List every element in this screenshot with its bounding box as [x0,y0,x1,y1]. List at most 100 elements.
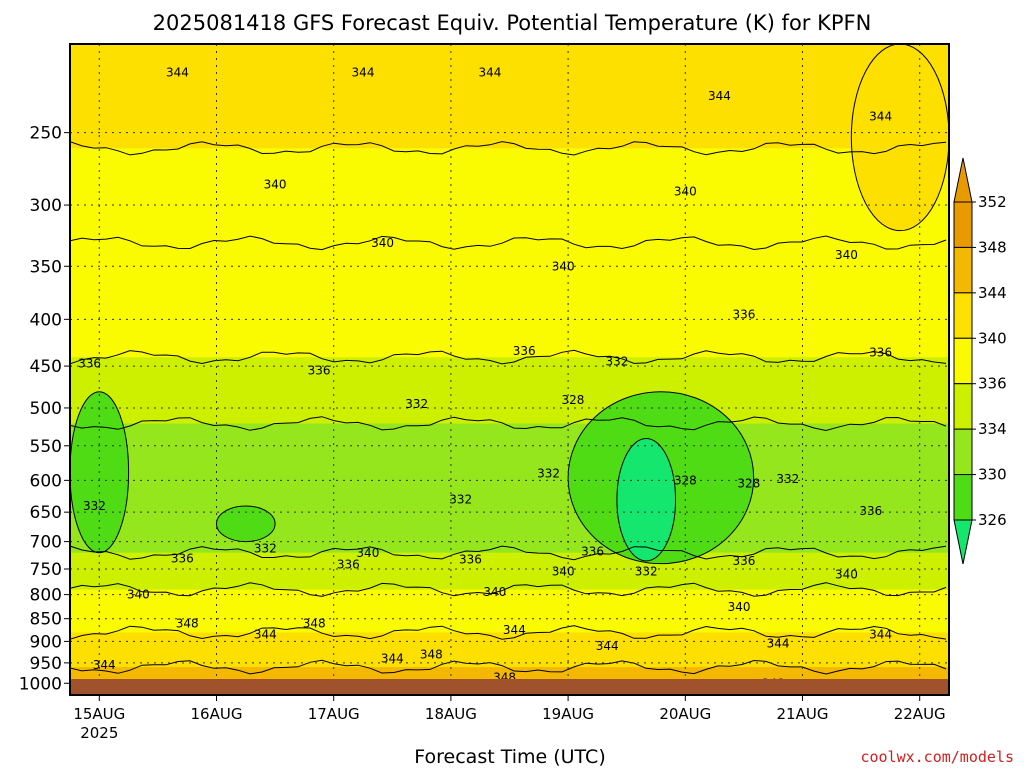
y-tick-label: 650 [30,503,62,523]
colorbar: 352 348 344 340 336 334 330 326 [953,157,1007,565]
contour-label: 344 [93,658,116,672]
contour-label: 332 [776,472,799,486]
contour-label: 336 [581,545,604,559]
contour-label: 344 [479,66,502,80]
y-tick-label: 900 [30,632,62,652]
colorbar-segment-1 [953,246,973,294]
contour-label: 340 [356,546,379,560]
colorbar-label: 334 [978,420,1007,438]
y-tick-label: 800 [30,586,62,606]
contour-label: 336 [859,504,882,518]
contour-label: 344 [767,637,790,651]
contour-line-7 [69,349,947,365]
colorbar-segment-2 [953,292,973,339]
contour-label: 332 [254,541,277,555]
x-axis-title: Forecast Time (UTC) [414,746,605,768]
contour-label: 340 [674,185,697,199]
contour-label: 336 [732,307,755,321]
contour-label: 328 [562,393,585,407]
plot-frame [69,43,950,696]
y-tick-label: 550 [30,437,62,457]
contour-label: 344 [503,623,526,637]
contour-label: 348 [303,616,326,630]
y-tick-label: 300 [30,196,62,216]
contour-label: 340 [127,588,150,602]
contour-label: 340 [835,567,858,581]
colorbar-label: 352 [978,193,1007,211]
contour-line-8 [69,235,947,251]
contour-label: 344 [708,89,731,103]
colorbar-top-arrow [953,157,973,203]
colorbar-label: 348 [978,238,1007,256]
contour-label: 344 [254,628,277,642]
contour-label: 348 [420,647,443,661]
field-band-2 [70,632,949,668]
contour-label: 340 [728,600,751,614]
contour-label: 332 [635,565,658,579]
y-tick-label: 400 [30,310,62,330]
contour-label: 340 [835,248,858,262]
field-band-8 [70,148,949,243]
contour-label: 336 [337,558,360,572]
contour-label: 340 [264,178,287,192]
ground-strip [70,679,949,695]
colorbar-bottom-arrow [953,519,973,565]
colorbar-label: 344 [978,284,1007,302]
y-tick-label: 700 [30,533,62,553]
contour-line-9 [69,140,947,156]
contour-label: 348 [176,616,199,630]
contour-label: 340 [552,259,575,273]
contour-label: 336 [869,346,892,360]
contour-label: 344 [869,628,892,642]
contour-label: 328 [674,473,697,487]
contour-label: 336 [308,363,331,377]
y-tick-label: 450 [30,357,62,377]
contour-label: 336 [78,356,101,370]
contour-line-3 [69,625,947,640]
y-tick-label: 600 [30,471,62,491]
contour-label: 340 [483,585,506,599]
contour-label: 332 [405,397,428,411]
x-tick-sublabel: 2025 [80,724,118,742]
contour-label: 332 [537,467,560,481]
x-tick-label: 15AUG [73,705,125,723]
y-tick-label: 950 [30,654,62,674]
colorbar-label: 340 [978,329,1007,347]
colorbar-label: 330 [978,466,1007,484]
y-tick-label: 350 [30,257,62,277]
field-anomaly-4 [850,43,950,232]
contour-label: 344 [352,66,375,80]
x-tick-label: 19AUG [542,705,594,723]
colorbar-segment-3 [953,337,973,385]
colorbar-segment-5 [953,428,973,476]
colorbar-segment-0 [953,201,973,248]
contour-label: 328 [737,477,760,491]
contour-label: 332 [83,499,106,513]
x-tick-label: 17AUG [308,705,360,723]
y-tick-label: 750 [30,560,62,580]
contour-label: 344 [869,109,892,123]
contour-label: 344 [596,639,619,653]
contour-line-6 [69,416,947,432]
contour-label: 344 [381,652,404,666]
x-tick-label: 22AUG [894,705,946,723]
contour-label: 344 [166,66,189,80]
colorbar-label: 336 [978,375,1007,393]
x-tick-label: 21AUG [777,705,829,723]
x-tick-label: 16AUG [191,705,243,723]
contour-line-5 [69,545,947,561]
contour-label: 336 [513,344,536,358]
y-tick-label: 500 [30,399,62,419]
colorbar-segment-6 [953,474,973,521]
field-band-5 [70,423,949,553]
axes: 2503003504004505005506006507007508008509… [19,124,946,742]
contour-label: 336 [732,554,755,568]
chart-title: 2025081418 GFS Forecast Equiv. Potential… [153,11,872,35]
contour-label: 332 [605,355,628,369]
credit-link[interactable]: coolwx.com/models [860,748,1014,766]
contour-label: 340 [552,565,575,579]
colorbar-segment-4 [953,383,973,430]
field-anomaly-1 [616,438,677,562]
contour-label: 336 [171,551,194,565]
